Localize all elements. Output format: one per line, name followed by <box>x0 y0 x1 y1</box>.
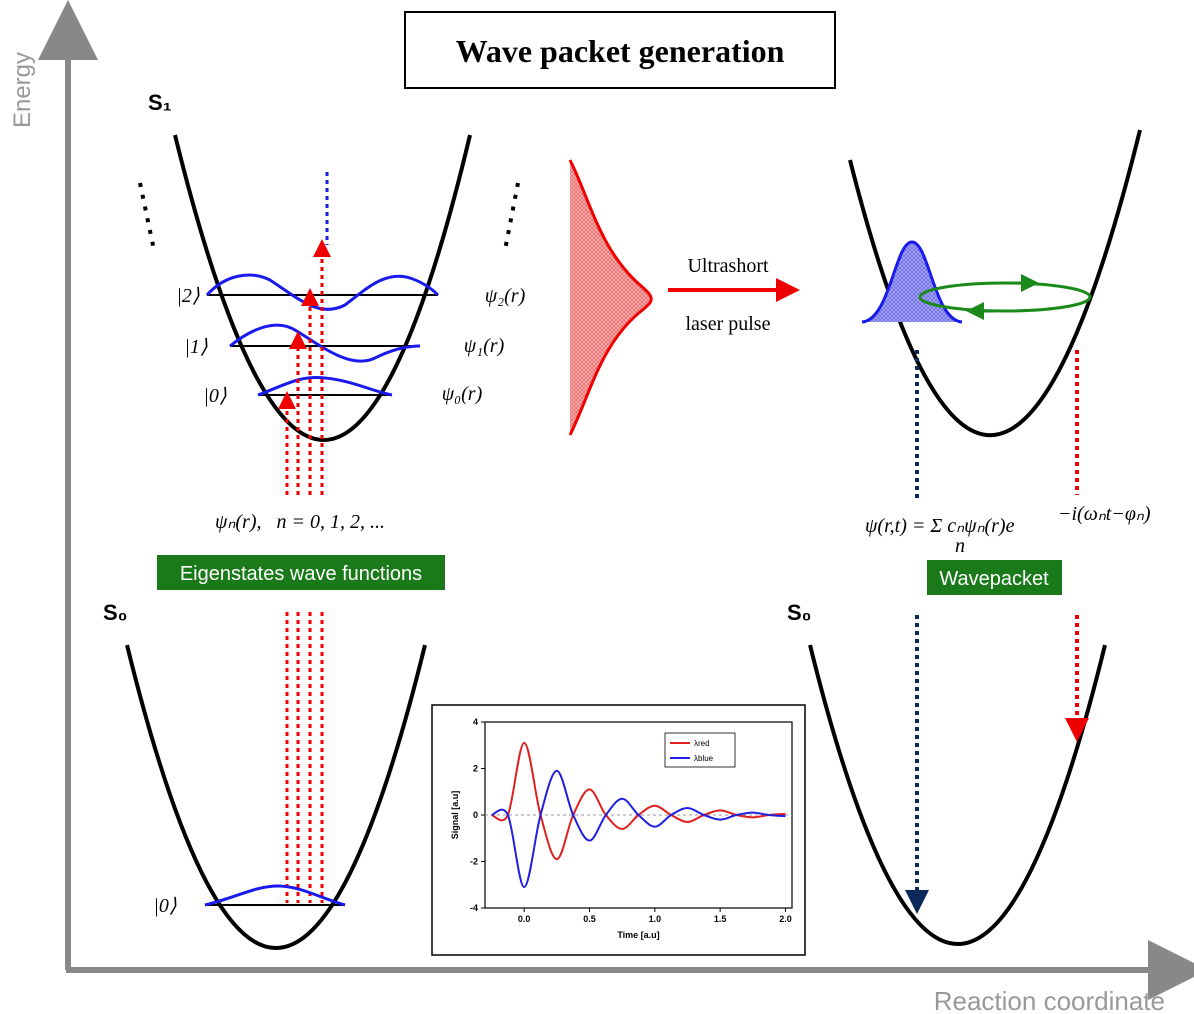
eigen-box-label: Eigenstates wave functions <box>180 563 422 585</box>
y-tick-label: -4 <box>470 903 478 913</box>
state-label: S₀ <box>787 600 812 625</box>
ellipsis <box>140 183 154 250</box>
state-label: S₁ <box>148 90 172 115</box>
diagram: Energy Reaction coordinate Wave packet g… <box>0 0 1194 1014</box>
psi-label: ψ₁(r) <box>464 335 505 357</box>
wavefunction <box>205 886 345 905</box>
formula-exponent: −i(ωₙt−φₙ) <box>1058 503 1151 525</box>
state-label: S₀ <box>103 600 128 625</box>
x-tick-label: 0.5 <box>583 914 596 924</box>
ellipsis <box>505 183 518 250</box>
ket-label: |0⟩ <box>153 895 176 917</box>
wavepacket-box-label: Wavepacket <box>939 568 1049 590</box>
y-axis-label: Signal [a.u] <box>450 791 460 840</box>
ket-label: |2⟩ <box>176 285 199 307</box>
x-tick-label: 2.0 <box>779 914 792 924</box>
wavefunction <box>258 377 392 395</box>
y-tick-label: -2 <box>470 857 478 867</box>
legend-label: λblue <box>694 754 714 763</box>
y-tick-label: 0 <box>473 810 478 820</box>
x-tick-label: 1.5 <box>714 914 727 924</box>
formula: ψ(r,t) = Σ cₙψₙ(r)e <box>865 515 1015 537</box>
x-tick-label: 0.0 <box>518 914 531 924</box>
pulse-label: Ultrashort <box>687 255 769 277</box>
excitation-lines <box>287 248 322 495</box>
x-tick-label: 1.0 <box>649 914 662 924</box>
y-axis-label: Energy <box>9 52 36 128</box>
wavefunction <box>230 325 420 361</box>
eigen-expression: ψₙ(r), n = 0, 1, 2, ... <box>215 511 385 533</box>
psi-label: ψ₂(r) <box>485 285 526 307</box>
psi-label: ψ₀(r) <box>442 383 483 405</box>
pulse-label: laser pulse <box>686 313 771 335</box>
absorption-lines <box>287 612 322 903</box>
pulse-fill <box>570 160 651 435</box>
s0-potential <box>810 645 1105 944</box>
inset-frame <box>432 705 805 955</box>
oscillation <box>920 283 1090 311</box>
y-tick-label: 2 <box>473 764 478 774</box>
ket-label: |0⟩ <box>203 385 226 407</box>
formula-index: n <box>955 535 965 557</box>
x-axis-label: Reaction coordinate <box>934 986 1165 1014</box>
ket-label: |1⟩ <box>184 336 207 358</box>
page: Energy Reaction coordinate Wave packet g… <box>0 0 1194 1014</box>
title: Wave packet generation <box>456 33 785 69</box>
y-tick-label: 4 <box>473 717 478 727</box>
x-axis-label: Time [a.u] <box>617 930 659 940</box>
legend-label: λred <box>694 739 710 748</box>
